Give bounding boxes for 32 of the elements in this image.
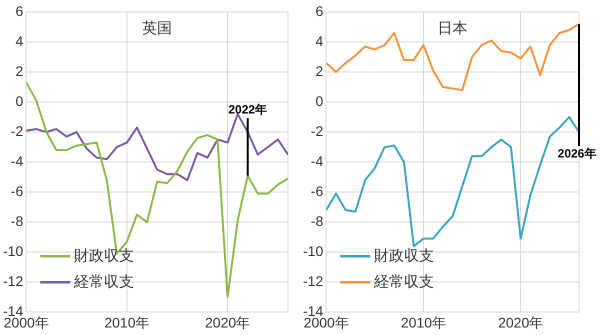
- legend-label: 財政収支: [74, 247, 134, 264]
- y-tick-label: -4: [310, 152, 324, 169]
- y-tick-label: -4: [10, 152, 24, 169]
- y-tick-label: -2: [10, 122, 24, 139]
- y-tick-label: -10: [303, 243, 324, 260]
- y-tick-label: -12: [3, 273, 24, 290]
- y-tick-label: -2: [310, 122, 324, 139]
- y-tick-label: 2: [315, 62, 324, 79]
- text: 日本: [438, 20, 468, 38]
- y-tick-label: 0: [315, 92, 324, 109]
- legend-label: 財政収支: [374, 247, 434, 264]
- legend-label: 経常収支: [373, 273, 434, 290]
- x-tick-label: 2020年: [205, 314, 250, 330]
- y-tick-label: -8: [10, 213, 24, 229]
- y-tick-label: -12: [303, 273, 324, 290]
- y-tick-label: 6: [15, 2, 24, 19]
- y-tick-label: -8: [310, 213, 324, 229]
- y-tick-label: -10: [3, 243, 24, 260]
- legend-label: 経常収支: [73, 273, 134, 290]
- y-tick-label: -6: [310, 182, 324, 199]
- y-tick-label: 4: [315, 32, 324, 49]
- y-tick-label: 2: [15, 62, 24, 79]
- y-tick-label: 6: [315, 2, 324, 19]
- x-tick-label: 2010年: [400, 314, 446, 330]
- x-tick-label: 2010年: [104, 314, 150, 330]
- ref-line-label: 2026年: [558, 146, 596, 160]
- ref-line-label: 2022年: [228, 102, 268, 116]
- y-tick-label: 0: [15, 92, 24, 109]
- y-tick-label: -6: [10, 182, 24, 199]
- x-tick-label: 2020年: [498, 314, 544, 330]
- text: 英国: [142, 20, 172, 38]
- y-tick-label: 4: [15, 32, 24, 49]
